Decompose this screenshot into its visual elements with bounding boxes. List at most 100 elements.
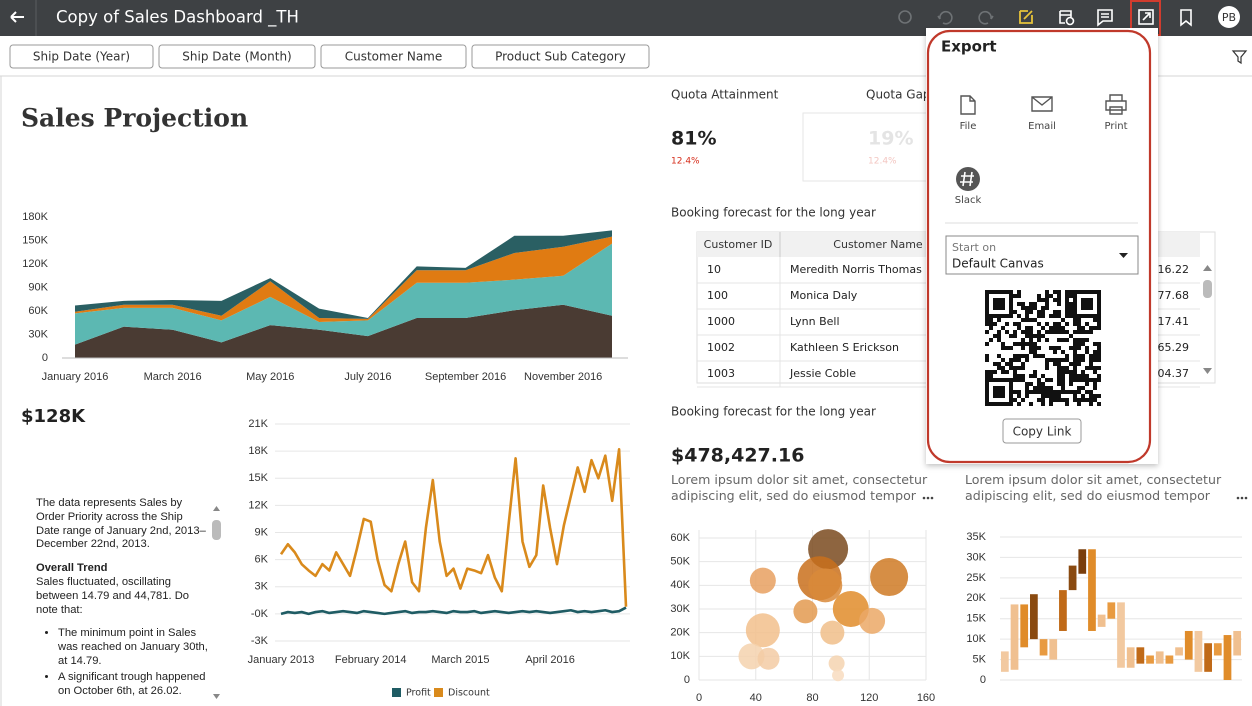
file-icon[interactable]	[960, 95, 976, 115]
y-tick-label: 120K	[22, 258, 48, 270]
filter-pill[interactable]	[158, 44, 316, 69]
kpi-value: 81%	[671, 128, 716, 150]
legend-label: Profit	[406, 688, 431, 699]
export-highlight	[926, 29, 1152, 464]
bubble	[820, 620, 845, 645]
table-cell: Jessie Coble	[789, 367, 856, 380]
canvas-title: Sales Projection	[21, 104, 248, 133]
kpi-change: 12.4%	[868, 157, 897, 167]
narrative-body: Sales fluctuated, oscillating between 14…	[36, 575, 190, 616]
bookmark-icon[interactable]	[1180, 9, 1192, 27]
back-button[interactable]	[10, 11, 24, 23]
y-tick-label: 0	[684, 674, 690, 686]
redo-icon[interactable]	[978, 10, 994, 25]
x-tick-label: November 2016	[524, 371, 602, 383]
data-icon[interactable]	[1059, 10, 1072, 24]
narrative: The data represents Sales by Order Prior…	[36, 497, 208, 706]
data-icon-gear	[1065, 16, 1075, 26]
print-icon[interactable]	[1105, 94, 1127, 115]
bubble	[738, 643, 765, 670]
history-icon[interactable]	[898, 10, 912, 24]
filter-pill[interactable]	[320, 44, 467, 69]
range-bar	[1155, 651, 1164, 664]
bubble	[870, 558, 909, 597]
range-bar	[1010, 604, 1019, 670]
filter-icon[interactable]	[1231, 50, 1248, 65]
copy-link-button[interactable]	[1002, 418, 1082, 444]
avatar[interactable]	[1218, 6, 1240, 28]
y-tick-label: 10K	[670, 650, 690, 662]
y-tick-label: 30K	[670, 603, 690, 615]
export-title: Export	[941, 38, 997, 56]
area	[75, 236, 612, 322]
table-title: Booking forecast for the long year	[671, 206, 876, 220]
range-bar	[1184, 630, 1193, 660]
legend-swatch	[434, 688, 443, 697]
y-tick-label: 3K	[255, 581, 269, 593]
range-bar	[1020, 604, 1029, 648]
y-tick-label: 10K	[966, 633, 986, 645]
narrative-bullet: A significant trough happened on October…	[58, 671, 208, 699]
email-icon[interactable]	[1031, 96, 1053, 112]
dashboard-title: Copy of Sales Dashboard _TH	[56, 8, 299, 28]
y-tick-label: 30K	[28, 328, 48, 340]
range-bar	[1097, 614, 1106, 627]
select-label: Start on	[952, 241, 996, 254]
table-cell: 10	[707, 263, 721, 276]
select-value: Default Canvas	[952, 257, 1044, 271]
y-tick-label: 60K	[28, 305, 48, 317]
filter-pill[interactable]	[471, 44, 650, 69]
bubble	[808, 568, 843, 603]
y-tick-label: 180K	[22, 211, 48, 223]
legend-label: Discount	[448, 688, 490, 699]
export-option[interactable]: Email	[1028, 121, 1056, 132]
scroll-thumb[interactable]	[1203, 280, 1212, 298]
section-title: Booking forecast for the long year	[671, 405, 876, 419]
copy-link-label: Copy Link	[1013, 425, 1072, 439]
table-cell: Meredith Norris Thomas	[790, 263, 922, 276]
bubble	[859, 607, 886, 634]
x-tick-label: March 2016	[144, 371, 202, 383]
slack-icon[interactable]	[956, 167, 980, 191]
export-icon[interactable]	[1138, 9, 1154, 25]
scroll-thumb[interactable]	[212, 520, 221, 540]
export-option[interactable]: Slack	[955, 195, 982, 206]
range-bar	[1223, 635, 1232, 680]
table-cell: 404.37	[1151, 367, 1190, 380]
bubble	[745, 613, 780, 648]
edit-icon[interactable]	[1019, 10, 1033, 24]
narrative-list: The minimum point in Sales was reached o…	[36, 627, 208, 698]
start-select[interactable]	[945, 235, 1139, 275]
filter-pill[interactable]	[9, 44, 154, 69]
side-text: Lorem ipsum dolor sit amet, consectetur …	[965, 472, 1222, 505]
range-bar	[1165, 655, 1174, 664]
more-menu[interactable]	[922, 496, 1248, 500]
range-bar	[1204, 643, 1212, 672]
range-bar	[1146, 655, 1154, 664]
export-option[interactable]: File	[960, 121, 977, 132]
kpi-change: 12.4%	[671, 157, 700, 167]
narrative-heading: Overall Trend	[36, 562, 108, 575]
column-header: Customer ID	[704, 238, 773, 251]
filter-label: Ship Date (Month)	[182, 50, 291, 64]
notes-icon[interactable]	[1097, 9, 1113, 27]
filter-label: Customer Name	[345, 50, 443, 64]
x-tick-label: 40	[750, 692, 762, 704]
export-option[interactable]: Print	[1104, 121, 1127, 132]
y-tick-label: 18K	[248, 445, 268, 457]
slack-glyph	[960, 171, 974, 187]
area	[75, 304, 612, 358]
narrative-intro: The data represents Sales by Order Prior…	[36, 497, 206, 551]
table-cell: 1003	[707, 367, 735, 380]
x-tick-label: March 2015	[431, 654, 489, 666]
bubble	[832, 669, 845, 682]
undo-icon[interactable]	[937, 10, 953, 25]
booking-value: $478,427.16	[671, 445, 804, 467]
range-bar	[1107, 602, 1116, 619]
y-tick-label: 6K	[255, 554, 269, 566]
range-bar	[1175, 647, 1183, 656]
y-tick-label: 15K	[966, 613, 986, 625]
range-bar	[1088, 549, 1096, 631]
